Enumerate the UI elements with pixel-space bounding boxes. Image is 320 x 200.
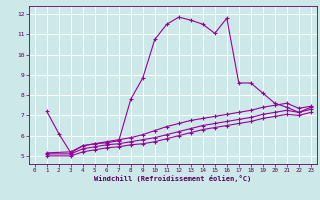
X-axis label: Windchill (Refroidissement éolien,°C): Windchill (Refroidissement éolien,°C) [94,175,252,182]
